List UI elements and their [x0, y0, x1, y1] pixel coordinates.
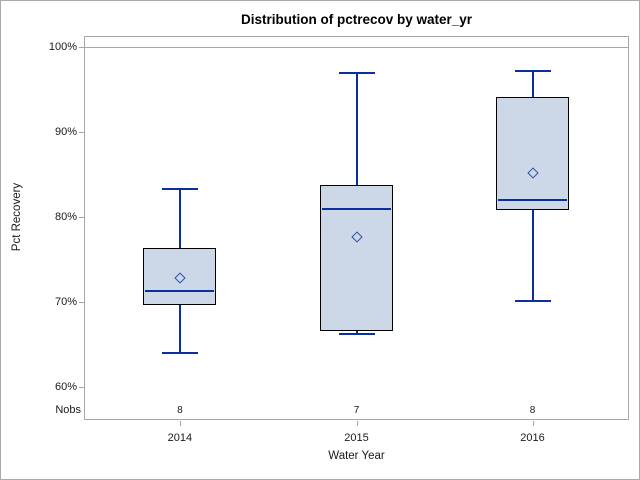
reference-line-100: [85, 47, 628, 48]
y-tick-mark: [79, 302, 84, 303]
y-tick-mark: [79, 132, 84, 133]
whisker-cap-top-2015: [338, 72, 375, 75]
x-tick-mark-2016: [532, 421, 534, 426]
y-axis-title: Pct Recovery: [11, 182, 23, 252]
y-tick-label: 100%: [48, 41, 77, 53]
whisker-cap-top-2016: [514, 69, 551, 72]
median-line-2016: [498, 199, 568, 201]
median-line-2014: [145, 289, 215, 292]
x-tick-mark-2015: [356, 421, 358, 426]
chart-title: Distribution of pctrecov by water_yr: [240, 12, 473, 27]
median-line-2015: [322, 208, 391, 211]
nobs-value-2015: 7: [353, 405, 360, 416]
y-tick-label: 60%: [54, 381, 77, 393]
x-axis-title: Water Year: [328, 450, 385, 462]
x-tick-mark-2014: [179, 421, 181, 426]
nobs-row-label: Nobs: [55, 404, 81, 416]
whisker-cap-bottom-2016: [514, 300, 551, 303]
nobs-value-2014: 8: [177, 405, 183, 416]
box-iqr-2014: [143, 248, 217, 306]
y-tick-label: 70%: [54, 296, 77, 308]
y-tick-mark: [79, 217, 84, 218]
y-tick-mark: [79, 387, 84, 388]
whisker-cap-bottom-2014: [161, 352, 198, 354]
nobs-value-2016: 8: [529, 405, 536, 416]
box-iqr-2015: [320, 184, 393, 331]
x-tick-label-2014: 2014: [167, 432, 193, 444]
y-tick-label: 80%: [54, 211, 77, 223]
x-tick-label-2015: 2015: [344, 432, 369, 444]
x-tick-label-2016: 2016: [520, 432, 545, 444]
box-iqr-2016: [496, 97, 570, 211]
y-tick-label: 90%: [54, 126, 77, 138]
whisker-cap-top-2014: [161, 187, 198, 190]
whisker-cap-bottom-2015: [338, 333, 375, 336]
y-tick-mark: [79, 47, 84, 48]
